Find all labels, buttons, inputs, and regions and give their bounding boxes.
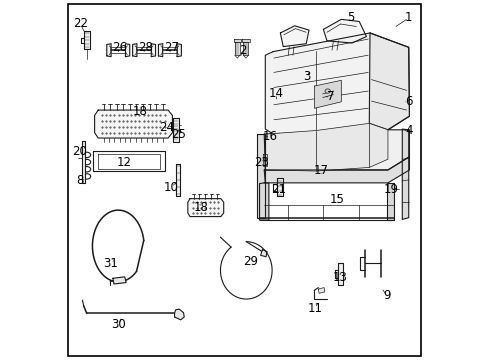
- Polygon shape: [259, 183, 268, 220]
- Text: 4: 4: [404, 124, 412, 137]
- Polygon shape: [175, 164, 180, 197]
- Text: 22: 22: [73, 17, 87, 30]
- Text: 3: 3: [303, 69, 310, 82]
- Text: 14: 14: [268, 87, 283, 100]
- Text: 29: 29: [242, 255, 257, 268]
- Text: 21: 21: [270, 183, 285, 196]
- Text: 26: 26: [112, 41, 127, 54]
- Polygon shape: [338, 263, 343, 285]
- Text: 1: 1: [404, 12, 412, 24]
- Polygon shape: [174, 309, 184, 320]
- Polygon shape: [265, 123, 387, 171]
- Text: 16: 16: [262, 130, 277, 143]
- Polygon shape: [280, 26, 308, 46]
- Text: 27: 27: [164, 41, 179, 54]
- Polygon shape: [158, 44, 163, 57]
- Polygon shape: [263, 154, 266, 166]
- Polygon shape: [94, 110, 172, 138]
- Polygon shape: [264, 157, 408, 183]
- Polygon shape: [81, 140, 85, 183]
- Polygon shape: [83, 31, 89, 49]
- Text: 6: 6: [404, 95, 412, 108]
- Polygon shape: [368, 33, 408, 130]
- Text: 25: 25: [171, 127, 185, 141]
- Text: 15: 15: [329, 193, 344, 206]
- Text: 13: 13: [332, 271, 346, 284]
- Polygon shape: [233, 40, 241, 42]
- Polygon shape: [234, 42, 239, 55]
- Polygon shape: [257, 134, 265, 218]
- Polygon shape: [113, 277, 126, 284]
- Text: 5: 5: [346, 11, 354, 24]
- Polygon shape: [242, 40, 249, 42]
- Polygon shape: [323, 19, 366, 43]
- Text: 8: 8: [76, 174, 83, 187]
- Polygon shape: [265, 33, 408, 134]
- Text: 12: 12: [117, 156, 132, 169]
- Text: 20: 20: [72, 145, 87, 158]
- Polygon shape: [276, 178, 282, 197]
- Polygon shape: [172, 118, 178, 141]
- Text: 9: 9: [382, 289, 389, 302]
- Polygon shape: [243, 42, 248, 55]
- Polygon shape: [260, 249, 266, 257]
- Polygon shape: [132, 44, 137, 57]
- Polygon shape: [187, 199, 223, 217]
- Text: 10: 10: [163, 181, 179, 194]
- Text: 18: 18: [133, 105, 148, 118]
- Text: 18: 18: [193, 202, 208, 215]
- Text: 28: 28: [138, 41, 153, 54]
- Polygon shape: [106, 44, 111, 57]
- Polygon shape: [402, 129, 408, 220]
- Polygon shape: [318, 288, 324, 293]
- Text: 24: 24: [159, 121, 174, 134]
- Text: 17: 17: [313, 164, 328, 177]
- Text: 30: 30: [111, 318, 126, 331]
- Polygon shape: [125, 44, 129, 57]
- Polygon shape: [314, 80, 341, 108]
- Polygon shape: [151, 44, 155, 57]
- Text: 31: 31: [103, 257, 118, 270]
- Text: 11: 11: [307, 302, 323, 315]
- Text: 19: 19: [383, 183, 398, 196]
- Text: 7: 7: [326, 90, 334, 103]
- Polygon shape: [177, 44, 181, 57]
- Ellipse shape: [325, 89, 330, 93]
- Text: 23: 23: [254, 156, 268, 169]
- Text: 2: 2: [239, 44, 246, 57]
- Polygon shape: [264, 130, 408, 170]
- Polygon shape: [386, 183, 393, 220]
